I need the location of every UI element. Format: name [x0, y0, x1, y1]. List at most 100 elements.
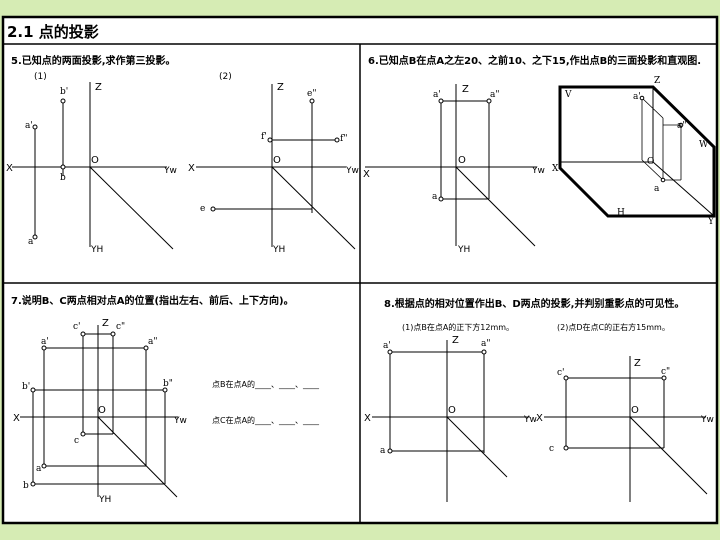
page-title: 2.1 点的投影: [7, 23, 99, 41]
origin-label: O: [458, 155, 466, 166]
axis-yw-label: Yw: [163, 166, 177, 176]
label-z: Z: [654, 76, 660, 86]
label-b: b: [23, 481, 29, 491]
point-a-prime: [387, 349, 393, 355]
axis-x-label-2: X: [188, 163, 195, 174]
panel-8: 8.根据点的相对位置作出B、D两点的投影,并判别重影点的可见性。 (1)点B在点…: [364, 297, 714, 502]
point-a-double-prime: [486, 98, 492, 104]
point-a: [387, 448, 393, 454]
point-c-double-prime: [661, 375, 667, 381]
point-a-prime: [438, 98, 444, 104]
label-a: a: [36, 464, 42, 474]
label-box-x: X: [552, 164, 559, 174]
panel-8-title: 8.根据点的相对位置作出B、D两点的投影,并判别重影点的可见性。: [384, 297, 684, 310]
label-c: c: [549, 444, 554, 454]
axis-yw-label: Yw: [523, 415, 537, 425]
axis-x-label: X: [6, 163, 13, 174]
question-c: 点C在点A的____、____、____: [212, 415, 320, 425]
label-a-prime: a': [25, 121, 33, 131]
point-a-prime: [32, 124, 38, 130]
point-c-prime: [563, 375, 569, 381]
point-b-prime: [30, 387, 36, 393]
point-e: [210, 206, 216, 212]
label-c-prime: c': [557, 368, 565, 378]
point-f-double-prime: [334, 137, 340, 143]
axis-yh-label-2: YH: [272, 245, 285, 255]
label-v: V: [564, 90, 572, 100]
point-b: [30, 481, 36, 487]
label-a: a: [432, 192, 438, 202]
axis-x-label: X: [363, 169, 370, 180]
label-b-double-prime: b": [163, 379, 173, 389]
panel-6-title: 6.已知点B在点A之左20、之前10、之下15,作出点B的三面投影和直观图.: [368, 54, 701, 67]
label-a-prime: a': [433, 90, 441, 100]
point-b-prime: [60, 98, 66, 104]
axis-x-label: X: [364, 413, 371, 424]
label-a: a: [380, 446, 386, 456]
point-a: [41, 463, 47, 469]
axis-z-label-2: Z: [277, 82, 284, 93]
question-b: 点B在点A的____、____、____: [212, 379, 320, 389]
label-a-prime: a': [41, 337, 49, 347]
axis-yw-label-2: Yw: [700, 415, 714, 425]
label-f-double-prime: f": [340, 134, 347, 144]
axis-z-label-2: Z: [634, 358, 641, 369]
label-e: e: [200, 204, 205, 214]
panel-8-sub1: (1)点B在点A的正下方12mm。: [402, 322, 514, 332]
label-f-prime: f': [261, 132, 267, 142]
label-box-a-double-prime: a": [677, 121, 687, 131]
point-f-prime: [267, 137, 273, 143]
panel-5-title: 5.已知点的两面投影,求作第三投影。: [11, 54, 176, 67]
point-a: [32, 234, 38, 240]
box-point-a-prime: [639, 95, 645, 101]
origin-label: O: [448, 405, 456, 416]
label-box-o: O: [647, 157, 654, 167]
point-a-prime: [41, 345, 47, 351]
axis-yh-label: YH: [98, 495, 111, 505]
panel-8-sub2: (2)点D在点C的正右方15mm。: [557, 322, 670, 332]
point-b-double-prime: [162, 387, 168, 393]
axis-yw-label: Yw: [531, 166, 545, 176]
point-c-prime: [80, 331, 86, 337]
point-c: [563, 445, 569, 451]
label-a-double-prime: a": [481, 339, 491, 349]
origin-label-2: O: [631, 405, 639, 416]
panel-5-sub1: (1): [34, 72, 47, 82]
label-a: a: [28, 237, 34, 247]
label-h: H: [617, 208, 625, 218]
origin-label-2: O: [273, 155, 281, 166]
label-e-double-prime: e": [307, 89, 316, 99]
label-w: W: [699, 140, 709, 150]
label-a-prime: a': [383, 341, 391, 351]
panel-7: 7.说明B、C两点相对点A的位置(指出左右、前后、上下方向)。 X Z O Yw…: [11, 294, 320, 505]
point-a: [438, 196, 444, 202]
label-box-a: a: [654, 184, 660, 194]
origin-label: O: [91, 155, 99, 166]
label-a-double-prime: a": [490, 90, 500, 100]
axis-yw-label-2: Yw: [345, 166, 359, 176]
axis-yh-label: YH: [457, 245, 470, 255]
point-b: [60, 164, 66, 170]
label-c: c: [74, 436, 79, 446]
origin-label: O: [98, 405, 106, 416]
box-point-a: [660, 177, 666, 183]
axis-z-label: Z: [95, 82, 102, 93]
point-a-double-prime: [143, 345, 149, 351]
label-c-prime: c': [73, 322, 81, 332]
panel-6: 6.已知点B在点A之左20、之前10、之下15,作出点B的三面投影和直观图. X…: [363, 54, 716, 255]
point-a-double-prime: [481, 349, 487, 355]
label-c-double-prime: c": [661, 367, 670, 377]
axis-z-label: Z: [102, 318, 109, 329]
point-c: [80, 431, 86, 437]
axis-yw-label: Yw: [173, 416, 187, 426]
box-point-a-double-prime: [678, 122, 684, 128]
point-c-double-prime: [110, 331, 116, 337]
label-c-double-prime: c": [116, 322, 125, 332]
label-a-double-prime: a": [148, 337, 158, 347]
label-b-prime: b': [22, 382, 30, 392]
label-b-prime: b': [60, 87, 68, 97]
axis-z-label: Z: [452, 335, 459, 346]
label-box-a-prime: a': [633, 92, 641, 102]
label-b: b: [60, 173, 66, 183]
